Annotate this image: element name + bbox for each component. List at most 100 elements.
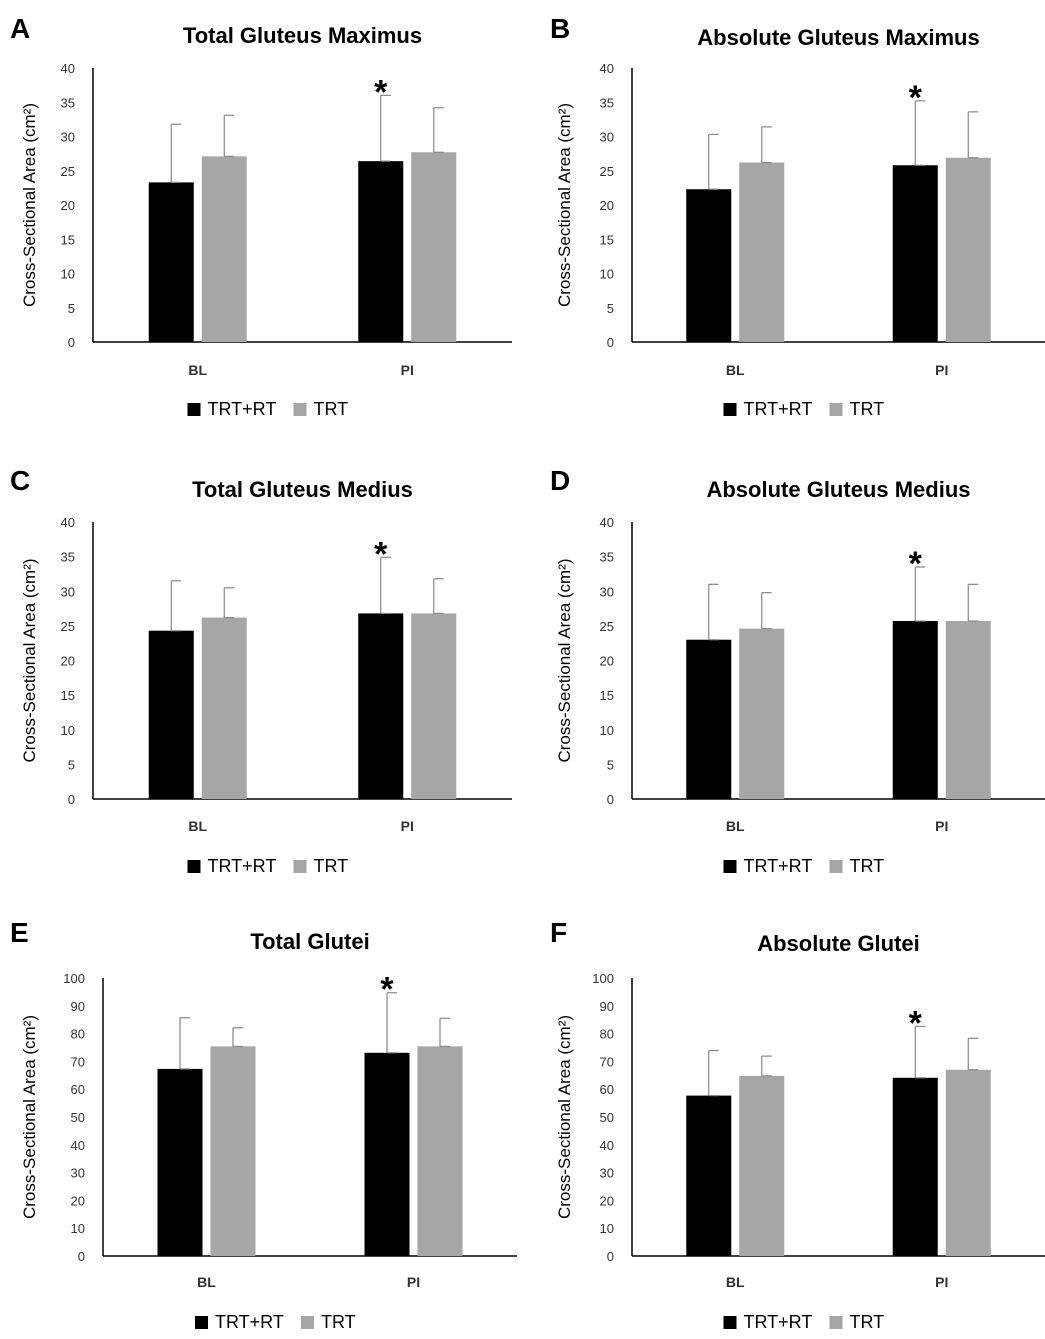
y-axis-label: Cross-Sectional Area (cm²) xyxy=(555,558,574,762)
x-tick-label: PI xyxy=(401,362,414,378)
legend-swatch xyxy=(829,860,843,873)
bar-trt-bl xyxy=(201,156,247,342)
y-tick-label: 20 xyxy=(600,654,614,669)
y-tick-label: 0 xyxy=(607,1249,614,1264)
y-tick-label: 25 xyxy=(600,619,614,634)
y-tick-label: 40 xyxy=(61,61,75,76)
y-tick-label: 30 xyxy=(600,130,614,145)
y-tick-label: 30 xyxy=(61,130,75,145)
x-tick-label: PI xyxy=(407,1274,420,1290)
bar-trt-pi xyxy=(411,613,457,799)
bar-trt-bl xyxy=(210,1046,256,1256)
bar-trt-pi xyxy=(945,1069,991,1256)
legend-swatch xyxy=(723,403,737,416)
bar-trt-rt-bl xyxy=(157,1068,203,1256)
panel-letter: B xyxy=(550,13,570,44)
y-tick-label: 90 xyxy=(71,999,85,1014)
legend-label: TRT+RT xyxy=(215,1312,284,1332)
y-tick-label: 40 xyxy=(600,61,614,76)
y-tick-label: 20 xyxy=(61,654,75,669)
y-tick-label: 10 xyxy=(61,267,75,282)
significance-asterisk: * xyxy=(909,79,923,117)
significance-asterisk: * xyxy=(374,535,388,573)
y-tick-label: 10 xyxy=(600,1221,614,1236)
chart-title: Total Gluteus Maximus xyxy=(183,23,422,48)
y-tick-label: 0 xyxy=(607,792,614,807)
chart-title: Total Gluteus Medius xyxy=(192,477,413,502)
y-tick-label: 90 xyxy=(600,999,614,1014)
y-tick-label: 25 xyxy=(61,164,75,179)
panel-letter: C xyxy=(10,465,30,496)
legend-swatch xyxy=(723,860,737,873)
legend-label: TRT xyxy=(850,399,885,419)
legend-label: TRT+RT xyxy=(208,399,277,419)
panel-b: B Absolute Gluteus Maximus Cross-Sectional… xyxy=(550,13,1045,419)
legend-label: TRT xyxy=(850,1312,885,1332)
y-axis-label: Cross-Sectional Area (cm²) xyxy=(555,1015,574,1219)
y-tick-label: 20 xyxy=(600,1193,614,1208)
bar-trt-pi xyxy=(417,1046,463,1256)
y-tick-label: 30 xyxy=(600,1166,614,1181)
y-tick-label: 5 xyxy=(68,757,75,772)
y-tick-label: 40 xyxy=(61,515,75,530)
chart-title: Absolute Glutei xyxy=(757,931,920,956)
bar-trt-rt-pi xyxy=(892,1077,938,1256)
x-tick-label: BL xyxy=(188,818,207,834)
chart-title: Total Glutei xyxy=(250,929,369,954)
y-tick-label: 20 xyxy=(61,198,75,213)
y-tick-label: 25 xyxy=(600,164,614,179)
y-tick-label: 25 xyxy=(61,619,75,634)
y-tick-label: 10 xyxy=(600,723,614,738)
panel-a: A Total Gluteus Maximus Cross-Sectional Ar… xyxy=(10,13,512,419)
chart-title: Absolute Gluteus Maximus xyxy=(697,25,979,50)
x-tick-label: PI xyxy=(935,1274,948,1290)
y-tick-label: 30 xyxy=(71,1166,85,1181)
y-tick-label: 70 xyxy=(71,1054,85,1069)
y-tick-label: 5 xyxy=(607,301,614,316)
y-tick-label: 40 xyxy=(600,515,614,530)
bar-trt-rt-pi xyxy=(892,165,938,342)
y-axis-label: Cross-Sectional Area (cm²) xyxy=(555,103,574,307)
y-tick-label: 20 xyxy=(600,198,614,213)
significance-asterisk: * xyxy=(909,1004,923,1042)
y-tick-label: 35 xyxy=(61,550,75,565)
legend-swatch xyxy=(187,403,201,416)
panel-d: D Absolute Gluteus Medius Cross-Sectional … xyxy=(550,465,1045,876)
panel-f: F Absolute Glutei Cross-Sectional Area (cm… xyxy=(550,917,1045,1332)
y-tick-label: 0 xyxy=(78,1249,85,1264)
legend-swatch xyxy=(187,860,201,873)
y-tick-label: 100 xyxy=(592,971,614,986)
y-tick-label: 50 xyxy=(71,1110,85,1125)
y-tick-label: 5 xyxy=(607,757,614,772)
legend-swatch xyxy=(829,403,843,416)
y-tick-label: 20 xyxy=(71,1193,85,1208)
y-axis-label: Cross-Sectional Area (cm²) xyxy=(20,103,39,307)
legend-label: TRT xyxy=(314,399,349,419)
bar-trt-rt-bl xyxy=(686,639,732,799)
y-tick-label: 40 xyxy=(71,1138,85,1153)
y-tick-label: 80 xyxy=(600,1027,614,1042)
bar-trt-rt-pi xyxy=(364,1052,410,1256)
y-tick-label: 15 xyxy=(61,232,75,247)
x-tick-label: BL xyxy=(726,1274,745,1290)
bar-trt-rt-bl xyxy=(148,630,194,799)
legend-label: TRT+RT xyxy=(744,1312,813,1332)
y-tick-label: 100 xyxy=(63,971,85,986)
bar-trt-rt-bl xyxy=(686,1095,732,1256)
bar-trt-rt-pi xyxy=(358,161,404,342)
legend-label: TRT+RT xyxy=(208,856,277,876)
x-tick-label: BL xyxy=(726,362,745,378)
y-tick-label: 80 xyxy=(71,1027,85,1042)
bar-trt-pi xyxy=(945,621,991,799)
panel-letter: D xyxy=(550,465,570,496)
y-tick-label: 0 xyxy=(68,792,75,807)
y-tick-label: 35 xyxy=(61,95,75,110)
significance-asterisk: * xyxy=(380,971,394,1009)
legend-label: TRT xyxy=(850,856,885,876)
y-tick-label: 15 xyxy=(600,232,614,247)
significance-asterisk: * xyxy=(374,73,388,111)
y-tick-label: 5 xyxy=(68,301,75,316)
legend-swatch xyxy=(195,1316,208,1329)
y-tick-label: 60 xyxy=(71,1082,85,1097)
x-tick-label: PI xyxy=(935,818,948,834)
